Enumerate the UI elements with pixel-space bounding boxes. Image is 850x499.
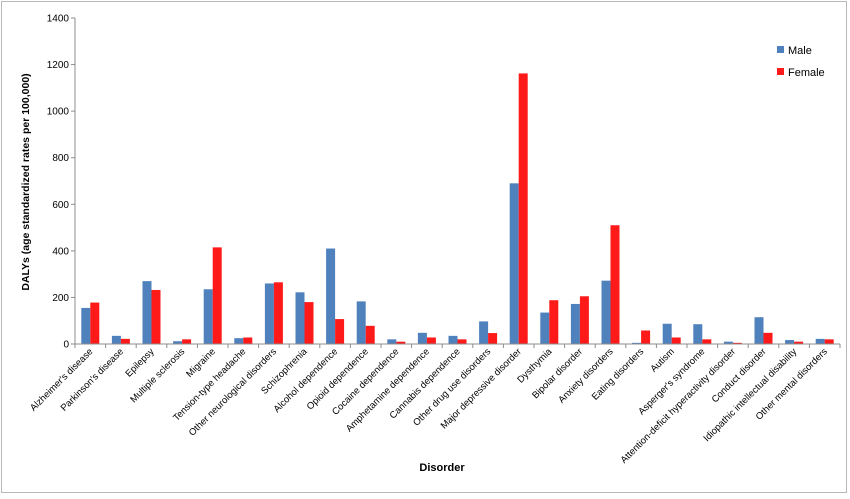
bar-female [426, 337, 436, 344]
bar-female [702, 339, 712, 344]
bar-female [488, 333, 498, 344]
bar-female [610, 225, 620, 344]
y-tick-label: 400 [52, 246, 69, 257]
y-tick-label: 800 [52, 153, 69, 164]
bar-female [457, 339, 467, 344]
y-tick-label: 200 [52, 293, 69, 304]
bar-male [173, 341, 183, 344]
bar-female [671, 337, 681, 344]
bar-female [518, 73, 528, 345]
bar-female [212, 247, 222, 344]
bar-female [732, 342, 742, 344]
y-tick-label: 0 [63, 340, 69, 351]
x-tick-label: Anxiety disorders [556, 346, 615, 405]
bar-male [632, 342, 642, 344]
bar-male [387, 339, 397, 344]
bar-female [763, 332, 773, 344]
bar-male [417, 332, 427, 344]
x-tick-label: Multiple sclerosis [128, 346, 187, 405]
bar-female [365, 325, 375, 344]
legend-label-male: Male [788, 45, 812, 57]
y-tick-label: 600 [52, 200, 69, 211]
y-tick-label: 1200 [47, 60, 70, 71]
x-tick-label: Autism [649, 346, 677, 374]
bar-male [754, 317, 764, 344]
x-tick-label: Attention-deficit hyperactivity disorder [619, 346, 738, 465]
legend-swatch-male [777, 46, 784, 53]
bar-male [785, 340, 795, 344]
bar-male [448, 335, 458, 344]
bar-female [794, 341, 804, 344]
legend: Male Female [777, 45, 825, 79]
bar-female [335, 319, 345, 344]
bars [81, 73, 834, 345]
bar-female [151, 289, 161, 344]
bar-male [326, 248, 336, 344]
y-axis-title: DALYs (age standardized rates per 100,00… [20, 73, 32, 290]
bar-female [579, 296, 589, 344]
bar-male [540, 312, 550, 344]
bar-male [570, 303, 580, 344]
bar-male [479, 321, 489, 344]
bar-female [243, 337, 253, 344]
x-axis-title: Disorder [419, 462, 465, 474]
bar-female [120, 338, 130, 344]
bar-female [273, 282, 283, 344]
bar-male [203, 289, 213, 344]
bar-male [693, 324, 703, 344]
legend-swatch-female [777, 68, 784, 75]
bar-male [662, 323, 672, 344]
bar-male [111, 335, 121, 344]
y-axis-ticks: 0 200 400 600 800 1000 1200 1400 [47, 14, 75, 351]
bar-male [264, 283, 274, 344]
bar-female [824, 339, 834, 344]
bar-male [509, 183, 519, 344]
bar-female [641, 330, 651, 344]
bar-female [396, 341, 406, 344]
bar-male [81, 307, 91, 344]
bar-female [90, 302, 100, 344]
bar-male [723, 341, 733, 344]
legend-label-female: Female [788, 67, 825, 79]
bar-male [601, 280, 611, 344]
bar-female [304, 302, 314, 344]
y-tick-label: 1000 [47, 107, 70, 118]
bar-female [549, 300, 559, 344]
bar-male [815, 338, 825, 344]
x-tick-label: Conduct disorder [710, 346, 769, 405]
bar-female [182, 339, 192, 344]
bar-male [295, 292, 305, 344]
bar-male [356, 301, 366, 344]
bar-male [234, 338, 244, 344]
bar-male [142, 281, 152, 344]
y-tick-label: 1400 [47, 14, 70, 25]
